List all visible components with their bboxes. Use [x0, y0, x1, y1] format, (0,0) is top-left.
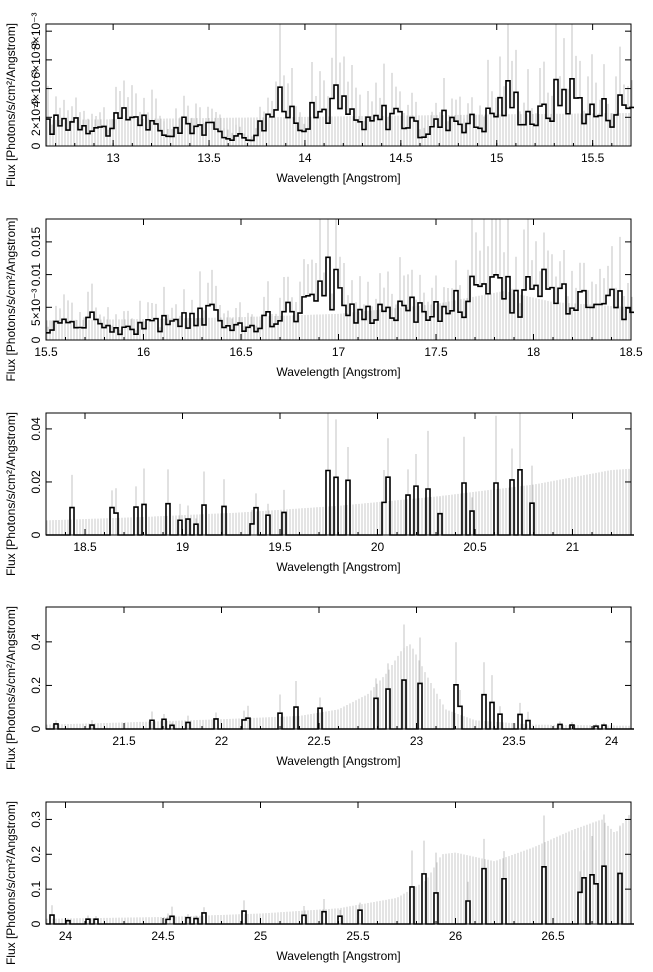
y-tick-label: 8×10⁻³ [29, 12, 43, 49]
x-tick-label: 24.5 [151, 929, 175, 943]
x-tick-label: 22.5 [307, 734, 331, 748]
plot-frame [45, 801, 632, 925]
x-axis-label: Wavelength [Angstrom] [276, 365, 400, 379]
plot-frame [45, 23, 632, 147]
x-tick-label: 13 [106, 151, 120, 165]
y-axis-label: Flux [Photons/s/cm²/Angstrom] [4, 606, 18, 770]
x-tick-label: 24 [605, 734, 619, 748]
model-series [46, 468, 630, 535]
chart-panel-5: 24 24.5 25 25.5 26 26.5 0 0.1 0.2 0.3 Wavelength [… [4, 801, 634, 965]
x-axis-label: Wavelength [Angstrom] [276, 949, 400, 963]
x-tick-label: 14 [298, 151, 312, 165]
chart-panel-1: 13 13.5 14 14.5 15 15.5 0 2×10⁻³4×10⁻³6×10⁻³8×1… [4, 12, 634, 187]
x-tick-label: 18.5 [619, 345, 643, 359]
y-axis-label: Flux [Photons/s/cm²/Angstrom] [4, 801, 18, 965]
x-tick-label: 22 [215, 734, 229, 748]
data-series [46, 219, 634, 336]
y-tick-label: 0 [29, 920, 43, 927]
model-series [46, 113, 630, 146]
y-tick-label: 0 [29, 531, 43, 538]
y-axis-label: Flux [Photons/s/cm²/Angstrom] [4, 412, 18, 576]
x-tick-label: 15.5 [34, 345, 58, 359]
chart-panel-4: 21.5 22 22.5 23 23.5 24 0 0.2 0.4 Wavelength [Ang… [4, 606, 634, 770]
x-tick-label: 24 [59, 929, 73, 943]
data-series [46, 24, 634, 142]
data-step-line [46, 256, 634, 336]
x-tick-label: 16.5 [229, 345, 253, 359]
x-tick-label: 17 [332, 345, 346, 359]
x-axis-label: Wavelength [Angstrom] [276, 754, 400, 768]
y-tick-label: 0.02 [29, 470, 43, 494]
x-axis-label: Wavelength [Angstrom] [276, 171, 400, 185]
x-tick-label: 26 [449, 929, 463, 943]
data-series [46, 814, 634, 925]
y-tick-label: 0.4 [29, 633, 43, 650]
x-tick-label: 25 [254, 929, 268, 943]
x-tick-label: 14.5 [389, 151, 413, 165]
y-tick-label: 6×10⁻³ [29, 41, 43, 78]
x-tick-label: 19 [176, 540, 190, 554]
data-step-line [46, 78, 634, 142]
y-tick-label: 0.1 [29, 880, 43, 897]
x-tick-label: 20.5 [463, 540, 487, 554]
y-tick-label: 2×10⁻³ [29, 99, 43, 136]
x-tick-label: 15.5 [581, 151, 605, 165]
x-tick-label: 21.5 [112, 734, 136, 748]
y-tick-label: 0.04 [29, 417, 43, 441]
y-tick-label: 0.01 [29, 263, 43, 287]
data-series [46, 624, 634, 730]
data-series [46, 413, 634, 536]
x-tick-label: 26.5 [541, 929, 565, 943]
x-tick-label: 18.5 [73, 540, 97, 554]
x-tick-label: 20 [371, 540, 385, 554]
x-tick-label: 21 [566, 540, 580, 554]
x-tick-label: 19.5 [268, 540, 292, 554]
y-axis-label: Flux [Photons/s/cm²/Angstrom] [4, 217, 18, 381]
chart-panel-2: 15.5 16 16.5 17 17.5 18 18.5 0 5×10⁻³ 0.01 0.015 Wa… [4, 217, 643, 381]
y-tick-label: 0 [29, 336, 43, 343]
x-tick-label: 15 [490, 151, 504, 165]
y-tick-label: 0 [29, 142, 43, 149]
x-tick-label: 17.5 [424, 345, 448, 359]
data-step-line [46, 679, 634, 730]
x-axis-label: Wavelength [Angstrom] [276, 560, 400, 574]
x-tick-label: 23.5 [502, 734, 526, 748]
y-tick-label: 0 [29, 725, 43, 732]
y-tick-label: 0.2 [29, 846, 43, 863]
y-tick-label: 4×10⁻³ [29, 70, 43, 107]
y-axis-label: Flux [Photons/s/cm²/Angstrom] [4, 23, 18, 187]
y-tick-label: 0.3 [29, 811, 43, 828]
model-series [46, 291, 630, 340]
x-tick-label: 25.5 [346, 929, 370, 943]
chart-panel-3: 18.5 19 19.5 20 20.5 21 0 0.02 0.04 Wavelength [A… [4, 412, 634, 576]
y-tick-label: 5×10⁻³ [29, 289, 43, 326]
y-tick-label: 0.2 [29, 677, 43, 694]
data-step-line [46, 469, 634, 536]
x-tick-label: 18 [527, 345, 541, 359]
x-tick-label: 16 [137, 345, 151, 359]
y-tick-label: 0.015 [29, 227, 43, 257]
model-series [46, 644, 630, 729]
x-tick-label: 13.5 [197, 151, 221, 165]
x-tick-label: 23 [410, 734, 424, 748]
